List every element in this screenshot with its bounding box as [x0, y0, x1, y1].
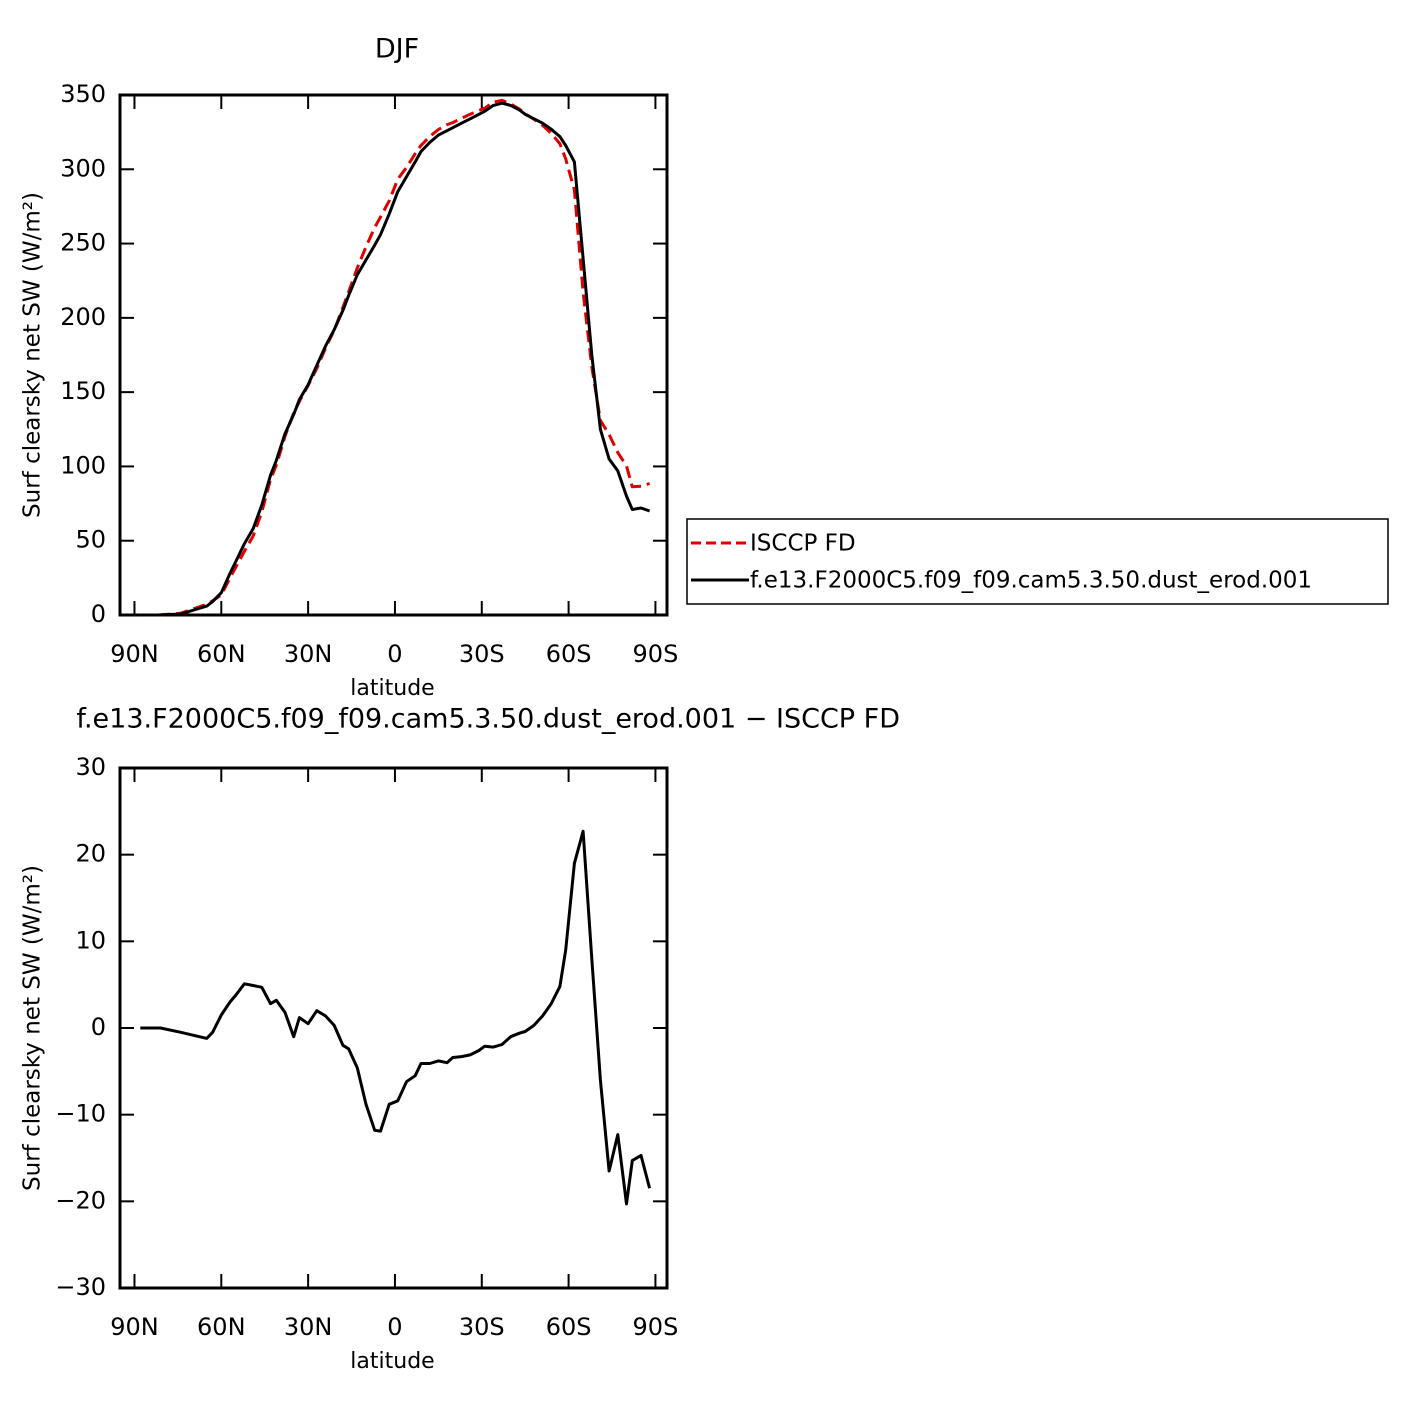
y-tick-label: 250 — [60, 229, 106, 257]
chart-title: DJF — [375, 34, 419, 65]
data-line — [140, 829, 652, 1206]
x-tick-label: 60S — [546, 1313, 592, 1341]
y-tick-label: 10 — [75, 926, 106, 954]
y-tick-label: −20 — [55, 1186, 106, 1214]
y-tick-label: 200 — [60, 303, 106, 331]
y-tick-label: 0 — [91, 1013, 106, 1041]
y-tick-label: −30 — [55, 1273, 106, 1301]
legend-label: f.e13.F2000C5.f09_f09.cam5.3.50.dust_ero… — [750, 568, 1312, 594]
x-tick-label: 0 — [387, 640, 402, 668]
y-tick-label: 50 — [75, 526, 106, 554]
y-tick-label: 350 — [60, 80, 106, 108]
x-tick-label: 30S — [459, 1313, 505, 1341]
x-tick-label: 60S — [546, 640, 592, 668]
plot-frame — [118, 93, 669, 617]
y-tick-label: 0 — [91, 600, 106, 628]
x-axis-label: latitude — [350, 676, 434, 701]
y-axis-label: Surf clearsky net SW (W/m²) — [20, 865, 46, 1191]
x-tick-label: 90S — [633, 1313, 679, 1341]
y-tick-label: 20 — [75, 840, 106, 868]
x-tick-label: 30N — [284, 640, 333, 668]
y-tick-label: 300 — [60, 154, 106, 182]
x-tick-label: 30S — [459, 640, 505, 668]
x-tick-label: 0 — [387, 1313, 402, 1341]
y-tick-label: 100 — [60, 451, 106, 479]
data-line — [140, 98, 651, 617]
x-tick-label: 90N — [110, 640, 159, 668]
data-line — [140, 101, 651, 617]
legend-box — [686, 518, 1389, 605]
legend-label: ISCCP FD — [750, 531, 856, 557]
chart-title: f.e13.F2000C5.f09_f09.cam5.3.50.dust_ero… — [76, 704, 900, 735]
x-tick-label: 30N — [284, 1313, 333, 1341]
x-tick-label: 60N — [197, 1313, 246, 1341]
y-tick-label: 30 — [75, 753, 106, 781]
x-tick-label: 60N — [197, 640, 246, 668]
x-tick-label: 90S — [633, 640, 679, 668]
y-tick-label: 150 — [60, 377, 106, 405]
x-axis-label: latitude — [350, 1349, 434, 1374]
x-tick-label: 90N — [110, 1313, 159, 1341]
y-axis-label: Surf clearsky net SW (W/m²) — [20, 192, 46, 518]
y-tick-label: −10 — [55, 1100, 106, 1128]
